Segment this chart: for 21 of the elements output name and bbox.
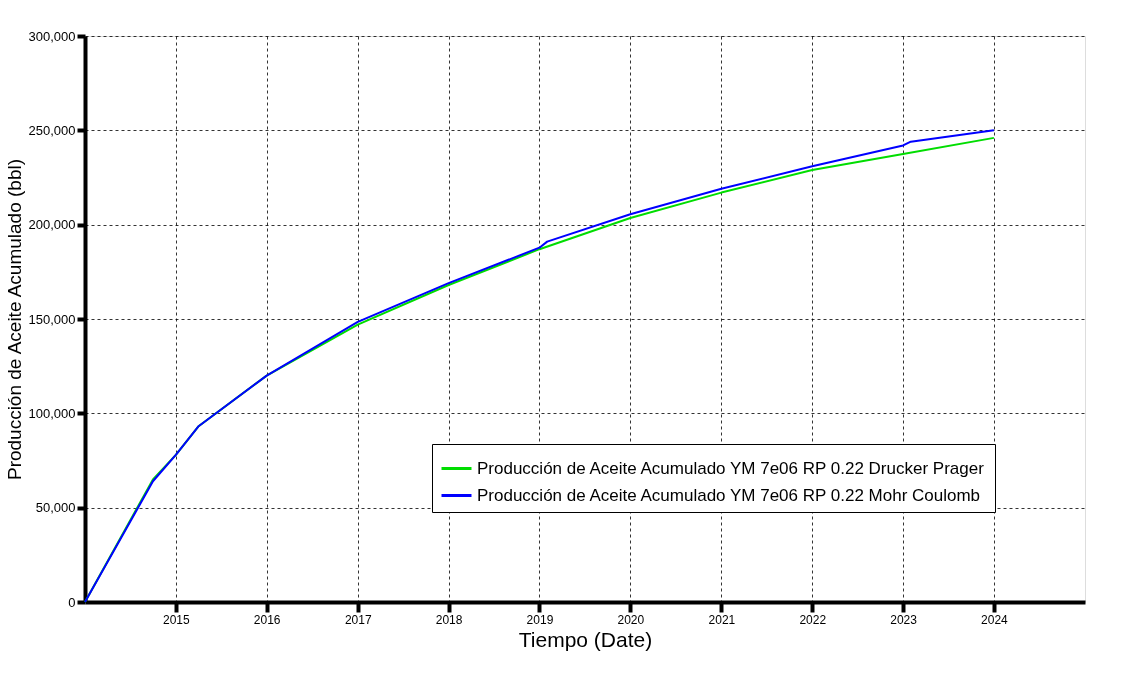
y-tick-label: 50,000 xyxy=(35,500,76,516)
y-tick-label: 200,000 xyxy=(28,217,76,233)
x-tick-label: 2024 xyxy=(981,612,1009,627)
x-tick-label: 2015 xyxy=(162,612,191,627)
x-tick-label: 2017 xyxy=(344,612,372,627)
x-tick-label: 2021 xyxy=(708,612,736,627)
x-tick-label: 2023 xyxy=(890,612,918,627)
x-tick-label: 2018 xyxy=(435,612,463,627)
y-tick-label: 100,000 xyxy=(28,405,76,421)
legend-label: Producción de Aceite Acumulado YM 7e06 RP 0.22 Drucker Prager xyxy=(477,458,985,478)
x-tick-label: 2019 xyxy=(526,612,554,627)
legend-label: Producción de Aceite Acumulado YM 7e06 RP 0.22 Mohr Coulomb xyxy=(477,485,981,505)
y-tick-label: 250,000 xyxy=(28,122,76,138)
y-tick-label: 150,000 xyxy=(28,311,76,327)
y-tick-label: 300,000 xyxy=(28,28,76,44)
x-axis-title: Tiempo (Date) xyxy=(518,627,653,651)
x-tick-label: 2020 xyxy=(617,612,645,627)
x-tick-label: 2016 xyxy=(253,612,281,627)
y-axis-title: Producción de Aceite Acumulado (bbl) xyxy=(3,158,25,481)
y-tick-label: 0 xyxy=(68,594,76,610)
x-tick-label: 2022 xyxy=(799,612,827,627)
